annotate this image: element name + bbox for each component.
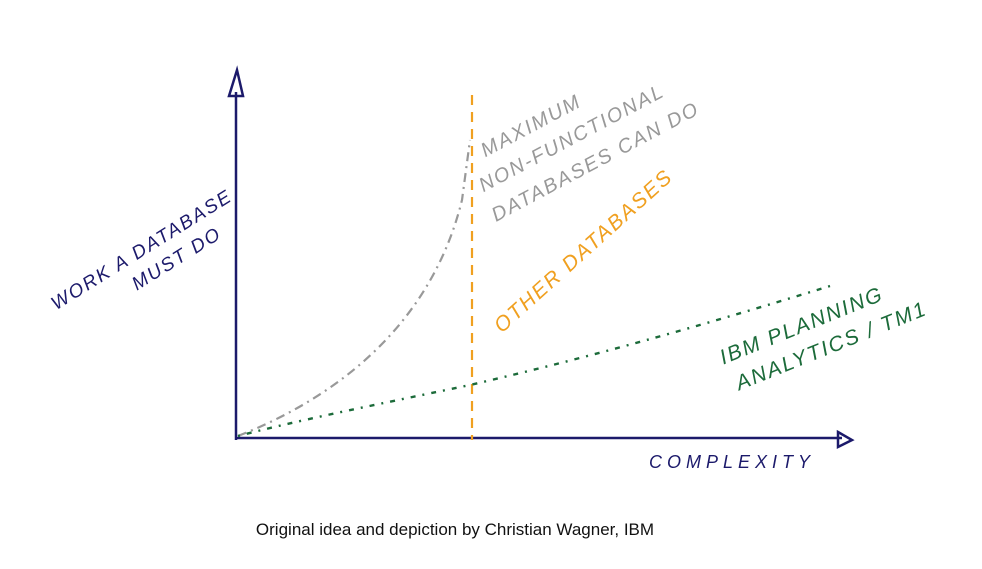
tm1-annotation: IBM PLANNING ANALYTICS / TM1 [717, 283, 931, 396]
axes [227, 65, 855, 450]
caption: Original idea and depiction by Christian… [256, 520, 654, 539]
x-axis-label: COMPLEXITY [649, 452, 815, 472]
x-arrow [836, 429, 855, 450]
max-curve [237, 139, 472, 438]
y-axis-label: WORK A DATABASE MUST DO [48, 186, 237, 315]
y-arrow [227, 65, 245, 98]
max-annotation: MAXIMUM NON-FUNCTIONAL DATABASES CAN DO [475, 80, 703, 226]
